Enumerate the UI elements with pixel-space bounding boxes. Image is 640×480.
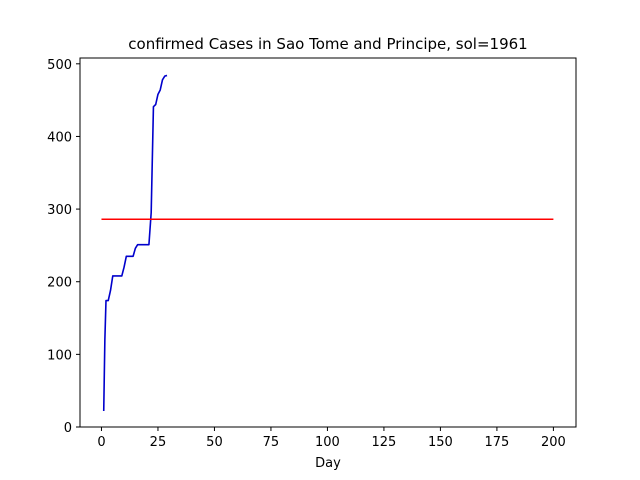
plot-frame [79, 57, 577, 428]
y-tick-label: 200 [47, 276, 72, 291]
x-tick-label: 200 [541, 435, 566, 450]
chart-title: confirmed Cases in Sao Tome and Principe… [128, 35, 527, 53]
x-tick-label: 0 [97, 435, 105, 450]
y-tick-label: 500 [47, 58, 72, 73]
x-tick-label: 100 [315, 435, 340, 450]
series-line-1 [102, 74, 168, 412]
x-tick-label: 75 [263, 435, 280, 450]
y-tick-label: 300 [47, 203, 72, 218]
y-tick-label: 100 [47, 348, 72, 363]
plot-background [80, 58, 576, 427]
y-tick-label: 400 [47, 130, 72, 145]
x-axis: 0 25 50 75 100 125 150 175 200 [97, 427, 566, 450]
y-tick-label: 0 [64, 421, 72, 436]
x-tick-label: 25 [150, 435, 167, 450]
x-axis-label: Day [315, 456, 341, 471]
x-tick-label: 150 [428, 435, 453, 450]
series-layer [101, 74, 554, 412]
x-tick-label: 125 [372, 435, 397, 450]
x-tick-label: 175 [484, 435, 509, 450]
y-axis: 0 100 200 300 400 500 [47, 58, 80, 436]
x-tick-label: 50 [206, 435, 223, 450]
plot-area [79, 57, 577, 428]
